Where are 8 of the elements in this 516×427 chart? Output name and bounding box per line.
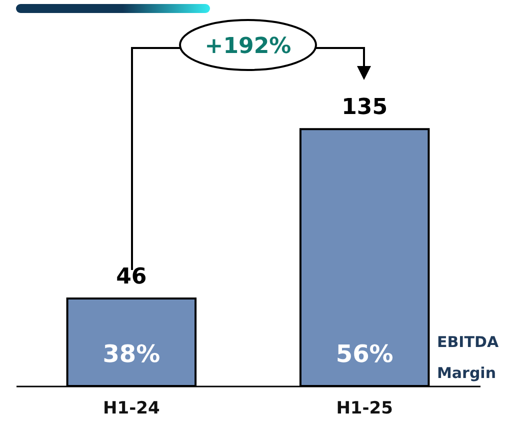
data-label: 135 bbox=[342, 95, 388, 120]
data-label: 46 bbox=[116, 264, 147, 290]
annotation: 56% bbox=[336, 340, 394, 368]
annotation: EBITDA Margin bbox=[437, 333, 499, 382]
x-tick-label: H1-25 bbox=[336, 398, 393, 418]
text: +192% bbox=[204, 34, 292, 59]
annotation: 38% bbox=[102, 340, 160, 368]
x-tick-label: H1-24 bbox=[103, 398, 160, 418]
